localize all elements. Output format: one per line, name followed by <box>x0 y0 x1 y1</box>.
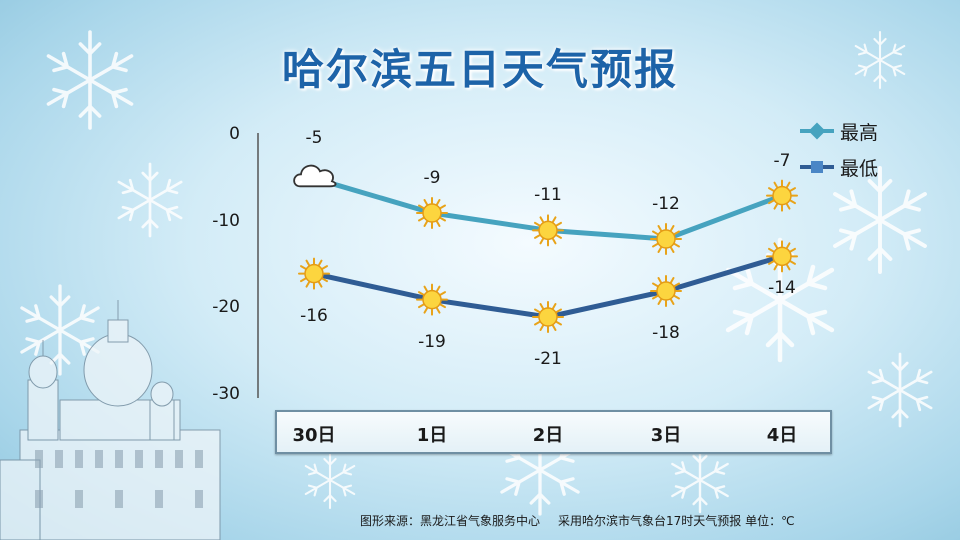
legend-swatch-low <box>800 152 834 182</box>
footer-note: 采用哈尔滨市气象台17时天气预报 单位：℃ <box>558 514 795 528</box>
y-tick-label: -10 <box>212 210 240 231</box>
x-category-label: 30日 <box>292 425 336 446</box>
sunny-icon <box>416 197 448 229</box>
legend-label-low: 最低 <box>840 157 879 180</box>
y-tick-label: 0 <box>229 124 240 144</box>
high-temp-label: -12 <box>652 194 680 214</box>
x-category-label: 3日 <box>650 425 682 446</box>
high-temp-label: -11 <box>534 185 562 206</box>
sunny-icon <box>532 301 564 333</box>
sunny-icon <box>650 275 682 307</box>
legend: 最高 最低 <box>800 113 878 185</box>
legend-label-high: 最高 <box>840 121 879 144</box>
low-temp-label: -16 <box>300 305 328 326</box>
low-temp-label: -18 <box>652 323 680 343</box>
page-title: 哈尔滨五日天气预报 <box>281 45 678 94</box>
low-temp-label: -14 <box>768 278 796 299</box>
x-category-label: 4日 <box>766 425 798 446</box>
y-tick-label: -30 <box>212 384 240 404</box>
sunny-icon <box>766 179 798 212</box>
sunny-icon <box>532 214 564 247</box>
low-temp-label: -21 <box>534 349 562 369</box>
y-tick-label: -20 <box>212 297 240 318</box>
sunny-icon <box>766 240 798 273</box>
high-temp-label: -5 <box>305 128 323 149</box>
x-category-label: 1日 <box>416 425 448 446</box>
footer: 图形来源：黑龙江省气象服务中心 采用哈尔滨市气象台17时天气预报 单位：℃ <box>360 512 813 529</box>
sunny-icon <box>298 257 330 290</box>
sunny-icon <box>416 283 448 316</box>
sunny-icon <box>650 223 682 255</box>
category-axis-bar <box>275 410 832 454</box>
footer-source: 图形来源：黑龙江省气象服务中心 <box>360 514 541 528</box>
x-category-label: 2日 <box>532 425 564 446</box>
legend-item-high: 最高 <box>800 113 878 149</box>
low-temp-label: -19 <box>418 331 446 352</box>
cloudy-icon <box>293 164 337 188</box>
legend-swatch-high <box>800 116 834 146</box>
high-temp-label: -9 <box>423 168 441 188</box>
high-temp-label: -7 <box>773 150 791 171</box>
legend-item-low: 最低 <box>800 149 878 185</box>
